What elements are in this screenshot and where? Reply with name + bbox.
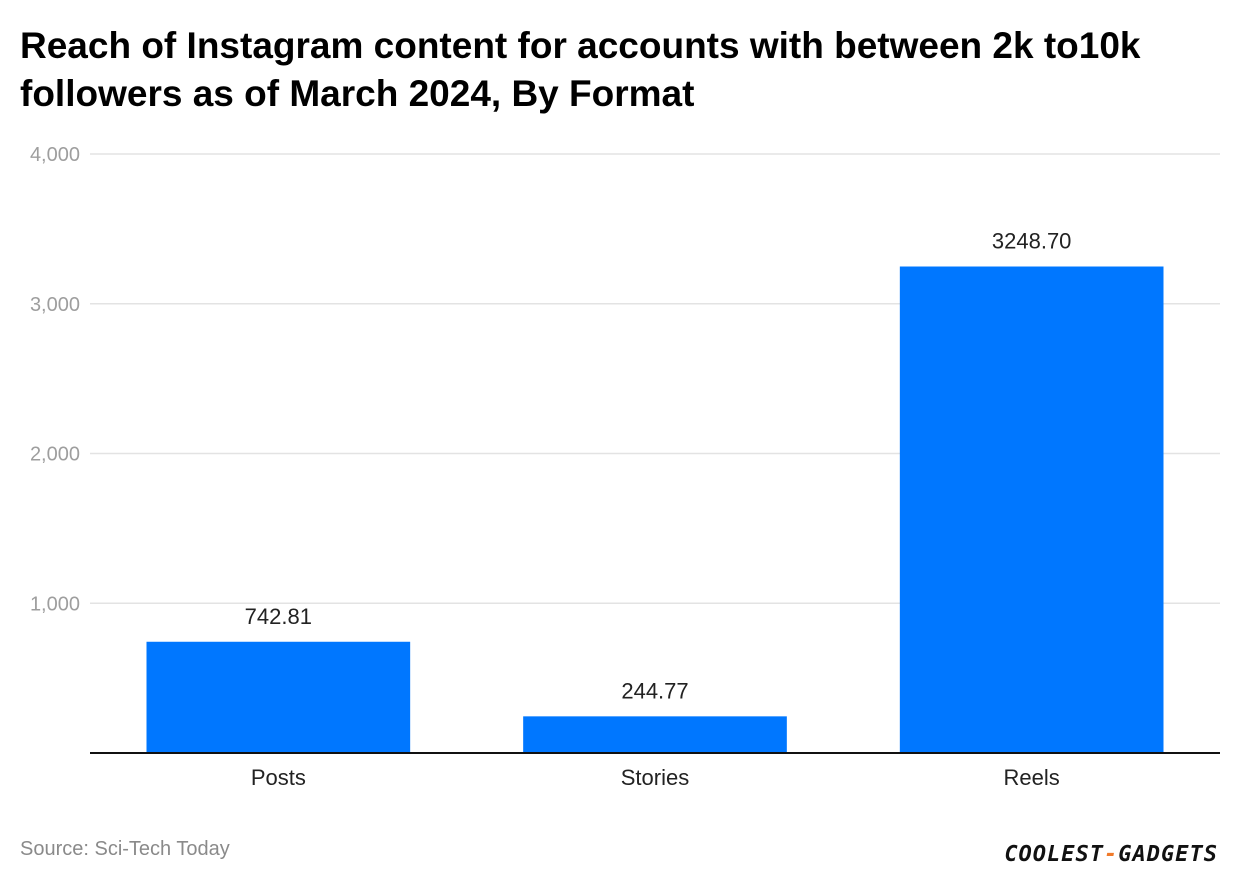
y-tick-label: 3,000	[30, 294, 80, 316]
logo-part1: COOLEST	[1004, 842, 1105, 867]
chart-title: Reach of Instagram content for accounts …	[20, 25, 1141, 114]
x-tick-label: Posts	[251, 765, 306, 790]
bar-reels	[899, 266, 1164, 753]
source-note: Source: Sci-Tech Today	[20, 838, 230, 860]
logo-part2: GADGETS	[1118, 842, 1218, 867]
data-label: 244.77	[621, 678, 688, 703]
x-tick-label: Reels	[1004, 765, 1060, 790]
bars	[146, 266, 1164, 753]
data-label: 3248.70	[992, 229, 1072, 254]
y-tick-label: 1,000	[30, 593, 80, 615]
brand-logo: COOLEST-GADGETS	[1004, 842, 1218, 867]
logo-separator: -	[1104, 842, 1119, 867]
labels: 1,000 2,000 3,000 4,000 742.81 Posts 244.77 Sto…	[30, 144, 1220, 790]
x-tick-label: Stories	[621, 765, 689, 790]
y-tick-label: 4,000	[30, 144, 80, 166]
data-label: 742.81	[245, 604, 312, 629]
bar-stories	[523, 716, 787, 753]
y-tick-label: 2,000	[30, 444, 80, 466]
bar-posts	[146, 641, 411, 753]
